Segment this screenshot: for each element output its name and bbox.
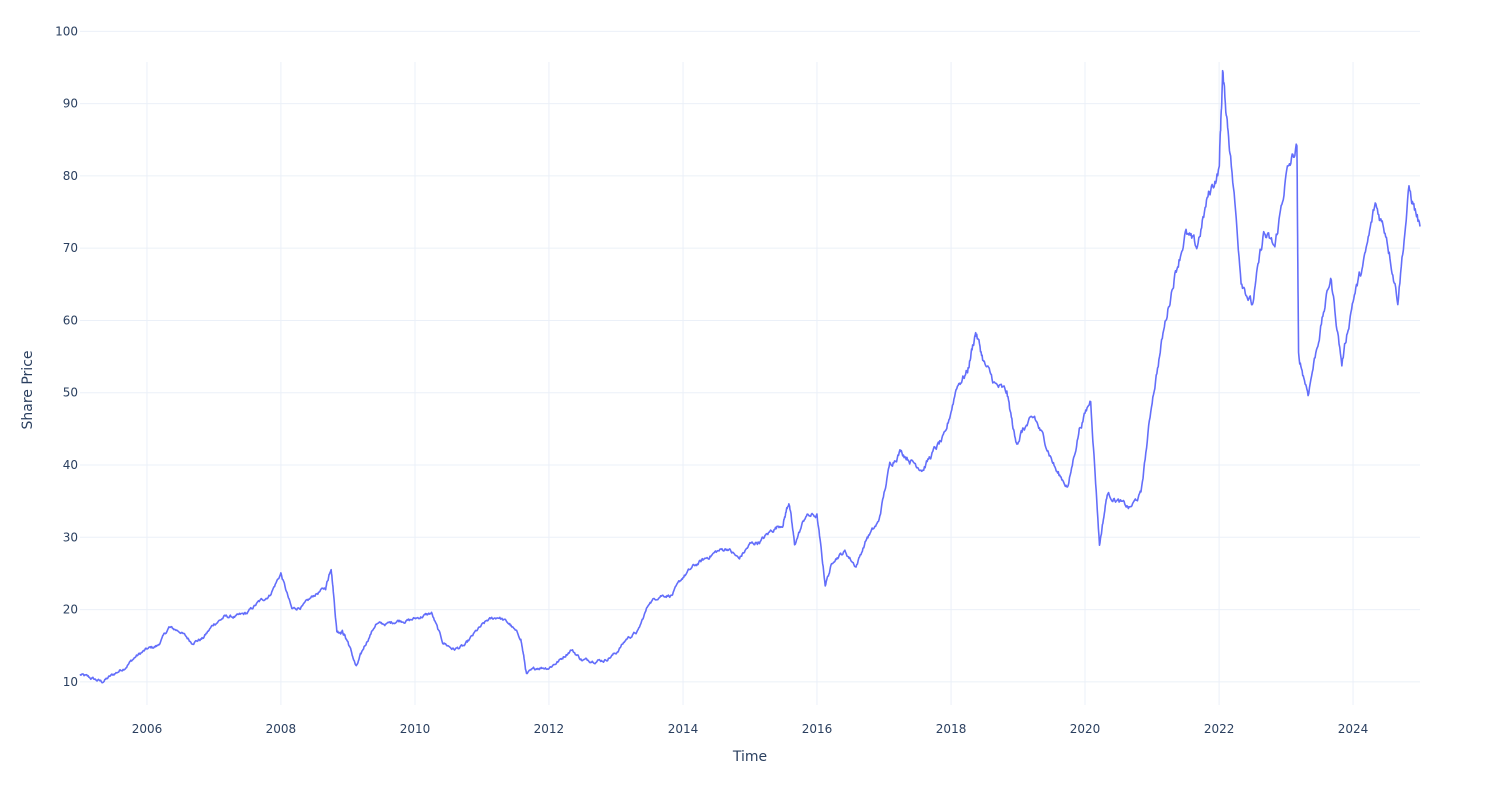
- y-tick-label: 30: [63, 530, 78, 544]
- y-tick-label: 10: [63, 675, 78, 689]
- series-line: [79, 69, 1421, 684]
- x-tick-label: 2012: [534, 722, 565, 736]
- y-tick-label: 80: [63, 169, 78, 183]
- y-tick-label: 100: [55, 24, 78, 38]
- horizontal-gridlines: [80, 30, 1420, 683]
- y-tick-label: 20: [63, 603, 78, 617]
- x-tick-label: 2016: [802, 722, 833, 736]
- x-axis-ticks: 2006 2008 2010 2012 2014 2016 2018 2020 2022 2024: [132, 722, 1369, 736]
- x-tick-label: 2018: [936, 722, 967, 736]
- y-tick-label: 70: [63, 241, 78, 255]
- x-tick-label: 2010: [400, 722, 431, 736]
- x-tick-label: 2008: [266, 722, 297, 736]
- y-tick-label: 50: [63, 386, 78, 400]
- x-tick-label: 2014: [668, 722, 699, 736]
- series-layer: [79, 69, 1421, 684]
- x-tick-label: 2006: [132, 722, 163, 736]
- x-tick-label: 2024: [1338, 722, 1369, 736]
- x-axis-title: Time: [732, 749, 767, 765]
- vertical-gridlines: [146, 62, 1354, 705]
- y-tick-label: 90: [63, 97, 78, 111]
- y-axis-title: Share Price: [20, 350, 36, 429]
- x-tick-label: 2020: [1070, 722, 1101, 736]
- y-tick-label: 60: [63, 313, 78, 327]
- x-tick-label: 2022: [1204, 722, 1235, 736]
- y-tick-label: 40: [63, 458, 78, 472]
- y-axis-ticks: 10 20 30 40 50 60 70 80 90 100: [55, 24, 78, 689]
